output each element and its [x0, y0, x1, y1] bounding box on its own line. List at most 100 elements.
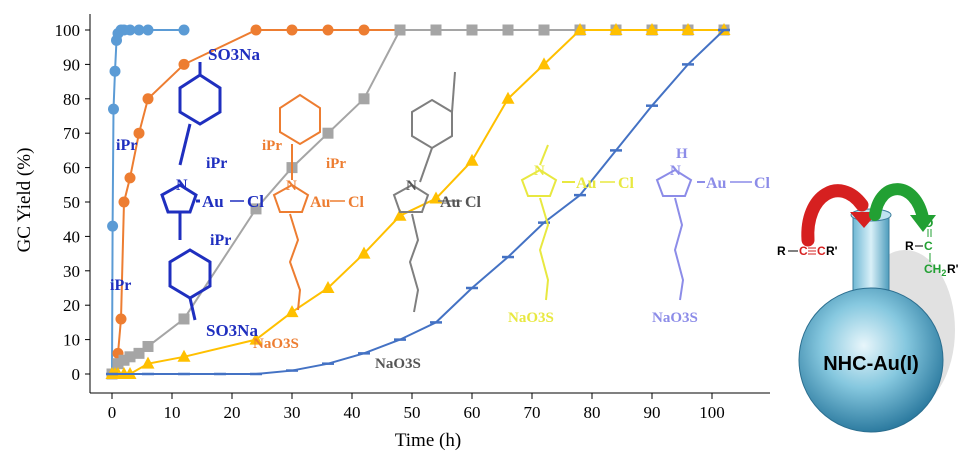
structure-1 — [160, 62, 244, 321]
series-2-point — [178, 58, 190, 70]
y-tick-label: 20 — [63, 296, 80, 315]
structure-4 — [520, 144, 615, 301]
series-4-point — [537, 57, 551, 70]
red-arrow-icon — [801, 184, 869, 247]
product-ch2: CH2 — [924, 262, 946, 278]
series-3-point — [112, 358, 124, 370]
series-3-point — [124, 351, 136, 363]
x-tick-label: 80 — [584, 403, 601, 422]
product-r: R — [905, 239, 914, 253]
x-ticks: 0 10 20 30 40 50 60 70 80 90 100 — [108, 393, 725, 422]
struct1-top-ring — [178, 73, 222, 126]
series-5 — [106, 28, 730, 376]
struct2-ipr-r: iPr — [326, 156, 346, 172]
y-tick-label: 30 — [63, 262, 80, 281]
series-2-point — [322, 24, 334, 36]
series-2-point — [124, 172, 136, 184]
struct5-au: Au — [706, 175, 727, 192]
series-1-point — [142, 24, 154, 36]
series-4-point — [285, 305, 299, 318]
struct1-ipr-bl: iPr — [110, 277, 131, 294]
series-2-point — [133, 127, 145, 139]
x-tick-label: 0 — [108, 403, 117, 422]
struct1-ipr-tl: iPr — [116, 137, 137, 154]
series-1-point — [124, 24, 136, 36]
struct5-cl: Cl — [754, 175, 771, 192]
struct5-naso3s: NaO3S — [652, 310, 698, 326]
series-4-point — [249, 332, 263, 345]
series-1 — [106, 24, 190, 380]
series-3-point — [430, 24, 442, 36]
series-1-point — [178, 24, 190, 36]
y-tick-label: 60 — [63, 159, 80, 178]
green-arrow-icon — [869, 183, 929, 224]
struct2-naso3s: NaO3S — [253, 336, 299, 352]
y-tick-label: 50 — [63, 193, 80, 212]
series-4-point — [501, 91, 515, 104]
struct1-ipr-br: iPr — [210, 232, 231, 249]
x-tick-label: 100 — [699, 403, 725, 422]
reactant-c1: C — [799, 244, 808, 258]
y-tick-label: 90 — [63, 55, 80, 74]
structure-5 — [655, 168, 752, 301]
series-3-point — [466, 24, 478, 36]
series-4-point — [609, 23, 623, 35]
flask-neck — [852, 214, 890, 296]
reaction-scheme: NHC-Au(I) R C C R' R C O CH2 R' — [777, 183, 959, 433]
series-4-point — [645, 23, 659, 35]
struct1-au: Au — [202, 192, 224, 211]
series-2-point — [286, 24, 298, 36]
series-4-point — [465, 153, 479, 166]
series-1-point — [108, 103, 119, 115]
y-ticks: 0 10 20 30 40 50 60 70 80 90 100 — [55, 21, 90, 384]
struct1-so3na-bottom: SO3Na — [206, 321, 258, 340]
x-tick-label: 50 — [404, 403, 421, 422]
product-ketone: R C O CH2 R' — [905, 216, 959, 278]
series-1-point — [133, 24, 145, 36]
series-1-point — [107, 220, 119, 232]
series-3-point — [502, 24, 514, 36]
series-3-point — [538, 24, 550, 36]
struct2-ipr-l: iPr — [262, 138, 282, 154]
struct2-labels: iPr iPr N Au Cl NaO3S — [253, 138, 365, 352]
series-3-point — [358, 93, 370, 105]
product-c: C — [924, 239, 933, 253]
series-2-point — [250, 24, 262, 36]
plot-area — [105, 23, 731, 380]
x-tick-label: 30 — [284, 403, 301, 422]
series-2-point — [115, 313, 127, 325]
struct4-cl: Cl — [618, 175, 635, 192]
struct2-au: Au — [310, 194, 331, 211]
product-o: O — [924, 216, 933, 230]
struct1-so3na-top: SO3Na — [208, 45, 260, 64]
structure-2 — [272, 93, 345, 311]
struct3-labels: N Au Cl NaO3S — [375, 178, 482, 372]
struct5-h: H — [676, 146, 688, 162]
series-4-point — [681, 23, 695, 35]
series-3-point — [142, 340, 154, 352]
series-3-point — [133, 347, 145, 359]
x-tick-label: 60 — [464, 403, 481, 422]
series-2-point — [118, 196, 130, 208]
struct3-naso3s: NaO3S — [375, 356, 421, 372]
series-3-point — [250, 203, 262, 215]
y-tick-label: 10 — [63, 331, 80, 350]
catalyst-label: NHC-Au(I) — [823, 353, 919, 375]
x-axis-title: Time (h) — [395, 430, 461, 451]
series-3-point — [394, 24, 406, 36]
product-rprime: R' — [947, 262, 959, 276]
struct1-cl: Cl — [247, 192, 264, 211]
y-tick-label: 70 — [63, 124, 80, 143]
struct5-n: N — [670, 163, 681, 179]
struct3-n: N — [406, 178, 417, 194]
series-2-point — [358, 24, 370, 36]
struct3-au: Au — [440, 194, 461, 211]
x-tick-label: 70 — [524, 403, 541, 422]
x-tick-label: 10 — [164, 403, 181, 422]
y-tick-label: 100 — [55, 21, 81, 40]
series-3-point — [322, 127, 334, 139]
series-3-point — [178, 313, 190, 325]
series-4-point — [573, 23, 587, 35]
series-4-point — [393, 208, 407, 221]
struct4-n: N — [534, 163, 545, 179]
